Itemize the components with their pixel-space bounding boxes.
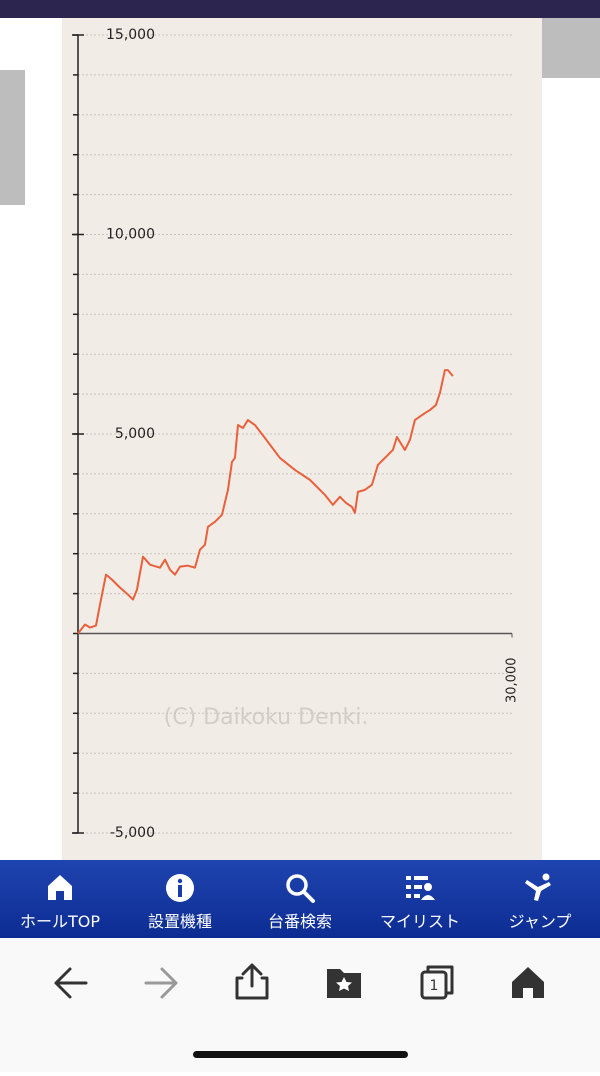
nav-icon [406,876,435,900]
toolbar-icons: 1 [54,963,544,1058]
nav-icon [286,874,315,903]
x-tick-label: 30,000 [505,658,520,704]
chart: (C) Daikoku Denki. -5,000 5,000 10,000 15,0… [72,27,520,841]
tabs-button[interactable] [420,970,448,1000]
data-line [77,369,454,635]
content: (C) Daikoku Denki. -5,000 5,000 10,000 15,0… [0,0,600,860]
nav-label: ジャンプ [508,912,572,931]
svg-text:1: 1 [430,978,439,994]
nav-label: 設置機種 [147,912,212,931]
watermark: (C) Daikoku Denki. [164,705,369,730]
nav-item[interactable]: 設置機種 [120,860,240,938]
nav-item[interactable]: 台番検索 [240,860,360,938]
nav-label: 台番検索 [267,912,332,931]
nav-item[interactable]: マイリスト [360,860,480,938]
nav-item[interactable]: ホールTOP [0,860,120,938]
forward-button[interactable] [144,967,178,999]
home-button[interactable] [512,967,544,998]
side-strip [0,70,25,205]
nav-icon [166,874,194,902]
chart-panel [62,18,542,860]
back-button[interactable] [54,967,88,999]
nav-label: ホールTOP [19,912,101,931]
nav-item[interactable]: ジャンプ [480,860,600,938]
nav-icon [525,873,551,901]
top-bar [0,0,600,18]
side-strip [542,18,600,78]
browser-toolbar: 1 [0,938,600,1072]
nav-bar: ホールTOP 設置機種 台番検索 マイリスト ジャンプ [0,860,600,938]
share-button[interactable] [235,963,269,1000]
home-indicator [193,1051,408,1058]
nav-icon [48,875,72,900]
y-tick-label: 15,000 [106,27,155,43]
nav-label: マイリスト [379,912,460,931]
y-tick-label: 10,000 [106,227,155,243]
y-tick-label: 5,000 [115,426,155,442]
y-tick-label: -5,000 [110,825,155,841]
